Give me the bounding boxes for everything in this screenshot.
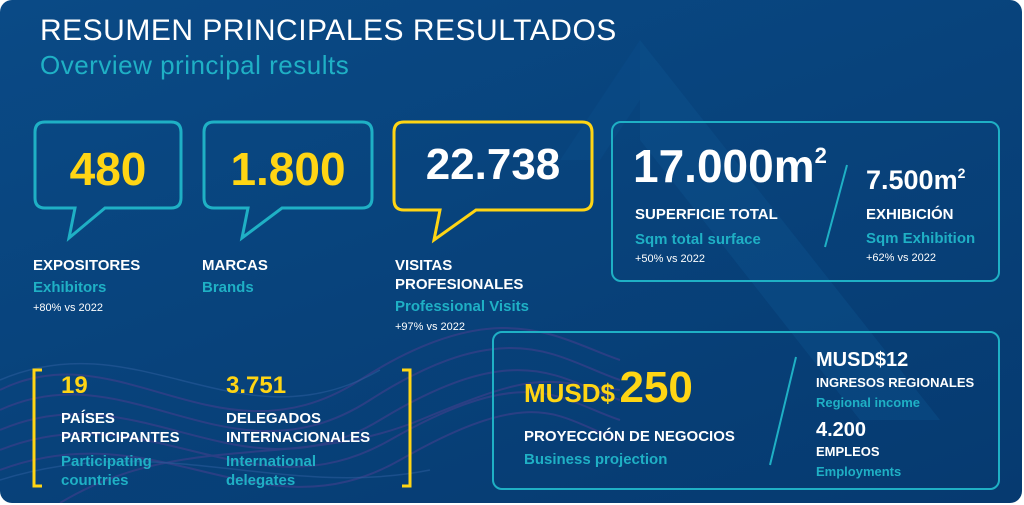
visits-label-line1: VISITAS [395,257,453,274]
delegates-value: 3.751 [226,372,287,399]
speech-bubble-shape [33,120,183,242]
exhibition-change: +62% vs 2022 [866,252,937,264]
exhibitors-value: 480 [69,143,147,195]
surface-unit-sup: 2 [814,143,827,168]
speech-bubble-shape [392,120,594,244]
surface-change: +50% vs 2022 [635,253,706,265]
page-title: RESUMEN PRINCIPALES RESULTADOS [40,14,617,47]
surface-label-en: Sqm total surface [635,231,761,248]
business-label: PROYECCIÓN DE NEGOCIOS [524,428,735,445]
delegates-label-line2: INTERNACIONALES [226,429,371,446]
business-label-en: Business projection [524,451,668,468]
surface-label: SUPERFICIE TOTAL [635,206,778,223]
employments-label-en: Employments [816,464,902,479]
yellow-brackets [32,368,412,488]
visits-bubble: 22.738 [392,120,594,245]
countries-label-en-line1: Participating [61,453,152,470]
business-prefix: MUSD$ [524,378,616,408]
brands-bubble: 1.800 [202,120,374,245]
speech-bubble-shape [202,120,374,242]
surface-box: 17.000m2 SUPERFICIE TOTAL Sqm total surf… [611,121,1000,282]
exhibitors-change: +80% vs 2022 [33,302,104,314]
brands-label: MARCAS [202,257,268,274]
countries-label-line1: PAÍSES [61,410,115,427]
visits-value: 22.738 [425,140,561,189]
exhibition-label-en: Sqm Exhibition [866,230,976,247]
regional-income-label-en: Regional income [816,395,921,410]
visits-label-line2: PROFESIONALES [395,276,524,293]
divider-slash [769,356,797,466]
exhibitors-label: EXPOSITORES [33,257,141,274]
delegates-label-line1: DELEGADOS [226,410,322,427]
visits-change: +97% vs 2022 [395,321,466,333]
regional-income-value: MUSD$12 [816,349,909,371]
employments-value: 4.200 [816,419,867,441]
business-box: MUSD$ 250 PROYECCIÓN DE NEGOCIOS Busines… [492,331,1000,490]
brands-label-en: Brands [202,279,254,296]
countries-label-line2: PARTICIPANTES [61,429,180,446]
exhibitors-label-en: Exhibitors [33,279,107,296]
employments-label: EMPLEOS [816,444,880,459]
delegates-label-en-line2: delegates [226,472,296,489]
exhibition-value-wrap: 7.500m2 [866,165,965,196]
business-value-wrap: MUSD$ 250 [524,363,693,413]
regional-income-label: INGRESOS REGIONALES [816,375,975,390]
business-value: 250 [619,363,693,412]
surface-value-wrap: 17.000m2 [633,139,827,193]
visits-label-en: Professional Visits [395,298,529,315]
surface-value: 17.000m [633,140,815,192]
countries-label-en-line2: countries [61,472,129,489]
exhibitors-bubble: 480 [33,120,183,245]
brands-value: 1.800 [230,143,346,195]
exhibition-label: EXHIBICIÓN [866,206,954,223]
countries-value: 19 [61,372,88,399]
exhibition-unit-sup: 2 [957,165,966,181]
exhibition-value: 7.500m [866,165,958,195]
delegates-label-en-line1: International [226,453,317,470]
divider-slash [824,164,848,248]
page-subtitle: Overview principal results [40,50,350,80]
